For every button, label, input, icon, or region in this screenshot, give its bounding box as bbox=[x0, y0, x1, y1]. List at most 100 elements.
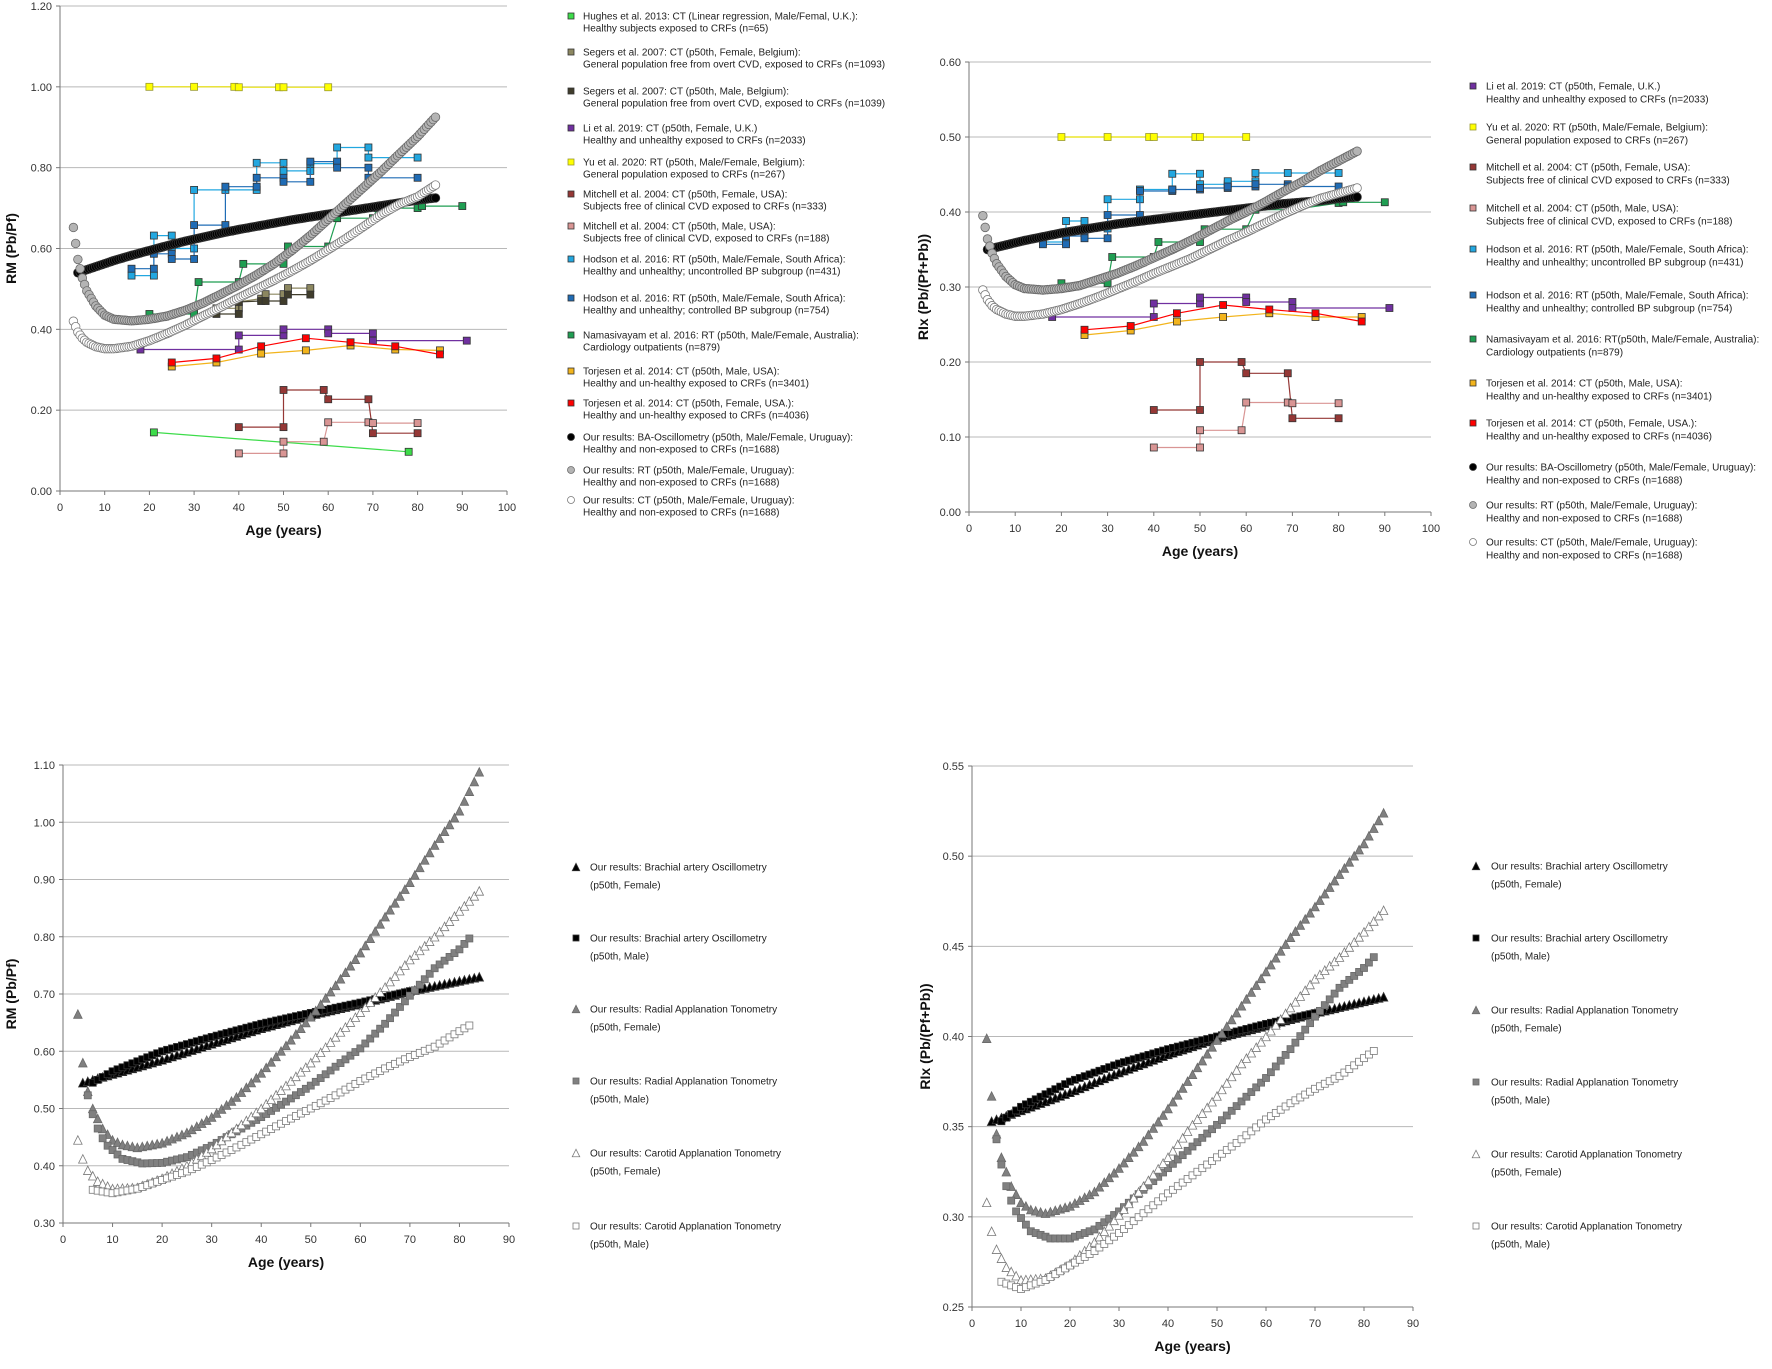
y-tick-label: 0.20 bbox=[940, 357, 961, 369]
data-point bbox=[430, 193, 441, 203]
data-point bbox=[365, 933, 376, 944]
data-point bbox=[340, 967, 351, 978]
data-point bbox=[1104, 1220, 1115, 1231]
data-point bbox=[459, 795, 470, 806]
data-point bbox=[1385, 304, 1394, 312]
data-point bbox=[112, 1137, 123, 1147]
data-point bbox=[436, 350, 444, 359]
data-point bbox=[279, 386, 288, 394]
legend-label: Our results: Brachial artery Oscillometr… bbox=[590, 934, 767, 945]
x-tick-label: 30 bbox=[188, 502, 200, 514]
y-tick-label: 0.50 bbox=[34, 1104, 55, 1116]
legend-item: Our results: Brachial artery Oscillometr… bbox=[572, 934, 767, 963]
legend-item: Torjesen et al. 2014: CT (p50th, Male, U… bbox=[1469, 379, 1712, 403]
legend-label: Our results: Radial Applanation Tonometr… bbox=[590, 1077, 777, 1088]
data-point bbox=[1320, 1001, 1329, 1010]
legend-item: Our results: BA-Oscillometry (p50th, Mal… bbox=[1469, 463, 1756, 487]
legend-label: Torjesen et al. 2014: CT (p50th, Male, U… bbox=[583, 367, 780, 378]
legend-marker bbox=[567, 190, 575, 198]
x-tick-label: 60 bbox=[1240, 523, 1252, 535]
y-tick-label: 0.60 bbox=[34, 1046, 55, 1058]
data-point bbox=[390, 897, 400, 908]
data-point bbox=[281, 1040, 291, 1051]
data-point bbox=[1251, 180, 1260, 189]
data-point bbox=[1193, 1138, 1202, 1147]
data-point bbox=[997, 1160, 1006, 1169]
data-point bbox=[364, 163, 373, 172]
legend-label: Our results: Brachial artery Oscillometr… bbox=[590, 863, 767, 874]
data-point bbox=[1359, 926, 1369, 937]
data-point bbox=[87, 1170, 98, 1181]
data-point bbox=[1288, 414, 1297, 423]
data-point bbox=[75, 264, 85, 274]
data-point bbox=[284, 284, 292, 293]
data-point bbox=[340, 1021, 351, 1032]
data-point bbox=[1368, 915, 1379, 926]
legend-item: Our results: BA-Oscillometry (p50th, Mal… bbox=[567, 433, 853, 456]
data-point bbox=[1119, 1204, 1129, 1214]
data-point bbox=[1380, 198, 1389, 207]
data-point bbox=[439, 826, 450, 837]
data-point bbox=[167, 231, 176, 240]
data-point bbox=[190, 221, 199, 229]
legend-description: Healthy and un-healthy exposed to CRFs (… bbox=[1486, 432, 1712, 443]
legend-item: Torjesen et al. 2014: CT (p50th, Female,… bbox=[567, 399, 809, 422]
data-point bbox=[251, 1072, 262, 1083]
data-point bbox=[1196, 184, 1204, 192]
data-point bbox=[1168, 185, 1177, 194]
legend-item: Yu et al. 2020: RT (p50th, Male/Female, … bbox=[567, 158, 805, 181]
legend-label: Our results: CT (p50th, Male/Female, Uru… bbox=[1486, 538, 1698, 549]
data-point bbox=[72, 1134, 83, 1145]
data-point bbox=[413, 153, 422, 162]
data-point bbox=[1335, 983, 1344, 992]
legend-description: Healthy and non-exposed to CRFs (n=1688) bbox=[583, 445, 780, 456]
legend-label: Our results: Radial Applanation Tonometr… bbox=[1491, 1006, 1678, 1017]
series-5 bbox=[145, 82, 333, 92]
data-point bbox=[375, 918, 386, 929]
data-point bbox=[1360, 964, 1368, 972]
data-point bbox=[360, 1002, 371, 1012]
data-point bbox=[279, 437, 288, 446]
x-tick-label: 10 bbox=[1009, 523, 1021, 535]
x-axis-title: Age (years) bbox=[1162, 543, 1238, 559]
data-point bbox=[1172, 1139, 1183, 1149]
data-point bbox=[1202, 1102, 1213, 1113]
legend-marker bbox=[1469, 538, 1477, 546]
data-point bbox=[1123, 1152, 1134, 1162]
data-point bbox=[221, 182, 230, 191]
legend-description: General population exposed to CRFs (n=26… bbox=[583, 170, 785, 181]
data-point bbox=[234, 345, 243, 354]
legend-item: Hodson et al. 2016: RT (p50th, Male/Fema… bbox=[567, 294, 846, 317]
data-point bbox=[1207, 1096, 1217, 1107]
y-axis-title: RIx (Pb/(Pf+Pb)) bbox=[915, 234, 931, 340]
data-point bbox=[464, 786, 475, 796]
series-12 bbox=[978, 183, 1362, 321]
data-point bbox=[261, 1062, 272, 1073]
data-point bbox=[92, 1176, 103, 1186]
data-point bbox=[279, 177, 288, 186]
x-tick-label: 10 bbox=[106, 1234, 118, 1246]
data-point bbox=[1315, 895, 1325, 905]
data-point bbox=[306, 290, 315, 299]
data-point bbox=[1120, 1225, 1128, 1233]
data-point bbox=[1021, 1200, 1031, 1211]
legend-item: Our results: Brachial artery Oscillometr… bbox=[1471, 861, 1668, 891]
data-point bbox=[368, 336, 377, 345]
legend-marker bbox=[1471, 1149, 1481, 1159]
data-point bbox=[88, 1110, 97, 1119]
legend-description: (p50th, Female) bbox=[1491, 880, 1562, 891]
x-tick-label: 60 bbox=[1260, 1318, 1272, 1330]
legend-item: Hodson et al. 2016: RT (p50th, Male/Fema… bbox=[1469, 291, 1749, 315]
legend-marker bbox=[1472, 1078, 1480, 1086]
legend-label: Our results: BA-Oscillometry (p50th, Mal… bbox=[1486, 463, 1756, 474]
data-point bbox=[1232, 1102, 1241, 1111]
data-point bbox=[319, 437, 328, 446]
data-point bbox=[391, 1008, 399, 1017]
legend-description: (p50th, Female) bbox=[1491, 1024, 1562, 1035]
data-point bbox=[320, 1042, 331, 1052]
data-point bbox=[370, 925, 381, 936]
legend-item: Mitchell et al. 2004: CT (p50th, Male, U… bbox=[567, 222, 830, 245]
data-point bbox=[1103, 234, 1112, 243]
data-point bbox=[1251, 1042, 1262, 1052]
data-point bbox=[83, 1091, 92, 1100]
